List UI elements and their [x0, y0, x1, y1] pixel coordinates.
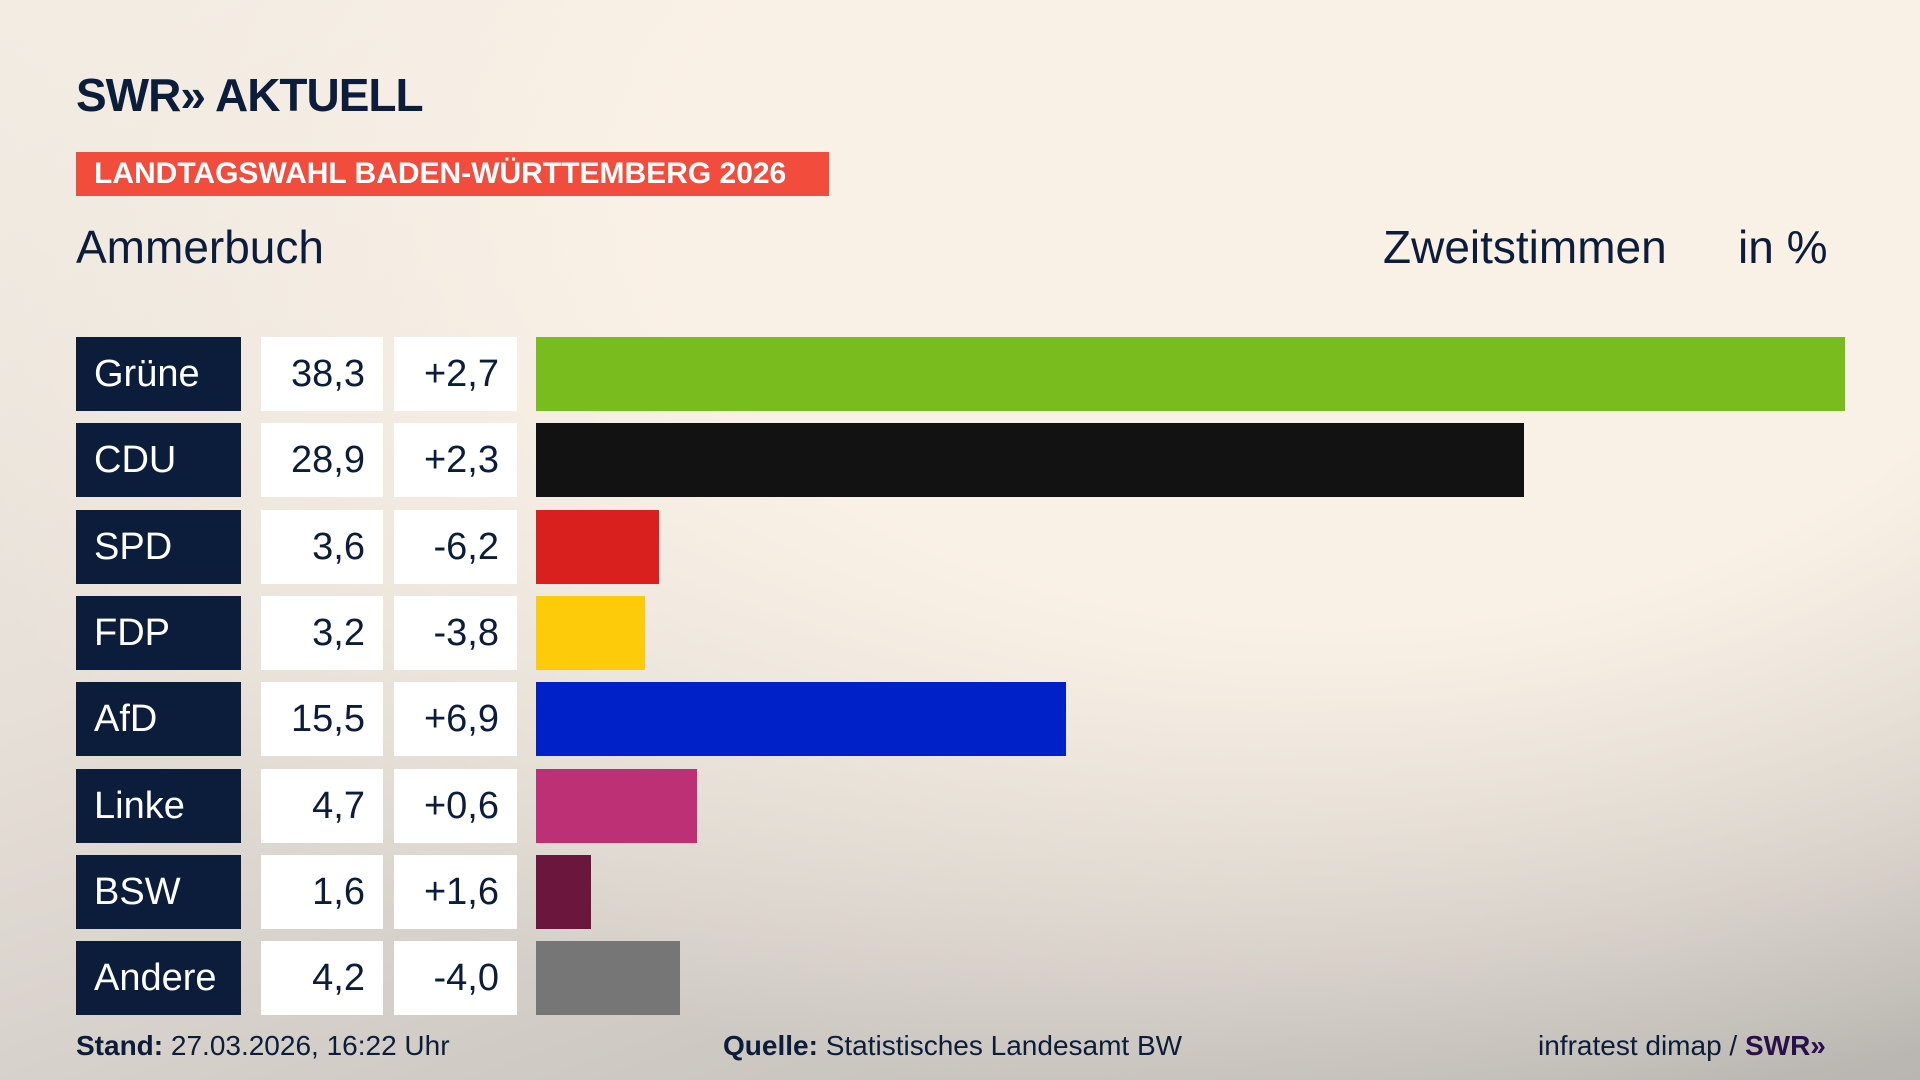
change-label: -4,0 [394, 941, 517, 1016]
party-label: FDP [76, 595, 241, 670]
change-label: +2,7 [394, 337, 517, 411]
bar-fdp [536, 595, 646, 670]
source-info: Quelle: Statistisches Landesamt BW [723, 1030, 1182, 1062]
value-label: 38,3 [261, 337, 383, 411]
party-label: CDU [76, 423, 241, 498]
party-label: AfD [76, 682, 241, 757]
source-value: Statistisches Landesamt BW [825, 1030, 1183, 1061]
stand-label: Stand: [76, 1030, 164, 1061]
change-label: -6,2 [394, 509, 517, 584]
value-label: 4,7 [261, 768, 383, 843]
party-label: Andere [76, 941, 241, 1016]
bar-cdu [536, 423, 1524, 498]
value-label: 4,2 [261, 941, 383, 1016]
value-label: 28,9 [261, 423, 383, 498]
party-label: SPD [76, 509, 241, 584]
change-label: +2,3 [394, 423, 517, 498]
value-label: 3,6 [261, 509, 383, 584]
change-label: +1,6 [394, 854, 517, 929]
bar-afd [536, 682, 1066, 757]
party-label: Grüne [76, 337, 241, 411]
change-label: +0,6 [394, 768, 517, 843]
value-label: 1,6 [261, 854, 383, 929]
bar-spd [536, 509, 660, 584]
party-label: Linke [76, 768, 241, 843]
bar-bsw [536, 854, 591, 929]
swr-logo: SWR» [1744, 1030, 1826, 1061]
change-label: +6,9 [394, 682, 517, 757]
party-label: BSW [76, 854, 241, 929]
credit: infratest dimap / SWR» [1538, 1030, 1826, 1062]
bar-grüne [536, 337, 1845, 411]
stand-info: Stand: 27.03.2026, 16:22 Uhr [76, 1030, 450, 1062]
stand-value: 27.03.2026, 16:22 Uhr [170, 1030, 450, 1061]
vote-type-label: Zweitstimmen [1383, 221, 1667, 273]
bar-andere [536, 941, 680, 1016]
value-label: 3,2 [261, 595, 383, 670]
credit-text: infratest dimap / [1538, 1030, 1738, 1061]
change-label: -3,8 [394, 595, 517, 670]
region-title: Ammerbuch [76, 221, 324, 273]
value-label: 15,5 [261, 682, 383, 757]
election-banner: LANDTAGSWAHL BADEN-WÜRTTEMBERG 2026 [76, 152, 829, 196]
source-label: Quelle: [723, 1030, 818, 1061]
unit-label: in % [1738, 221, 1828, 273]
swr-aktuell-logo: SWR» AKTUELL [76, 69, 424, 121]
bar-linke [536, 768, 697, 843]
